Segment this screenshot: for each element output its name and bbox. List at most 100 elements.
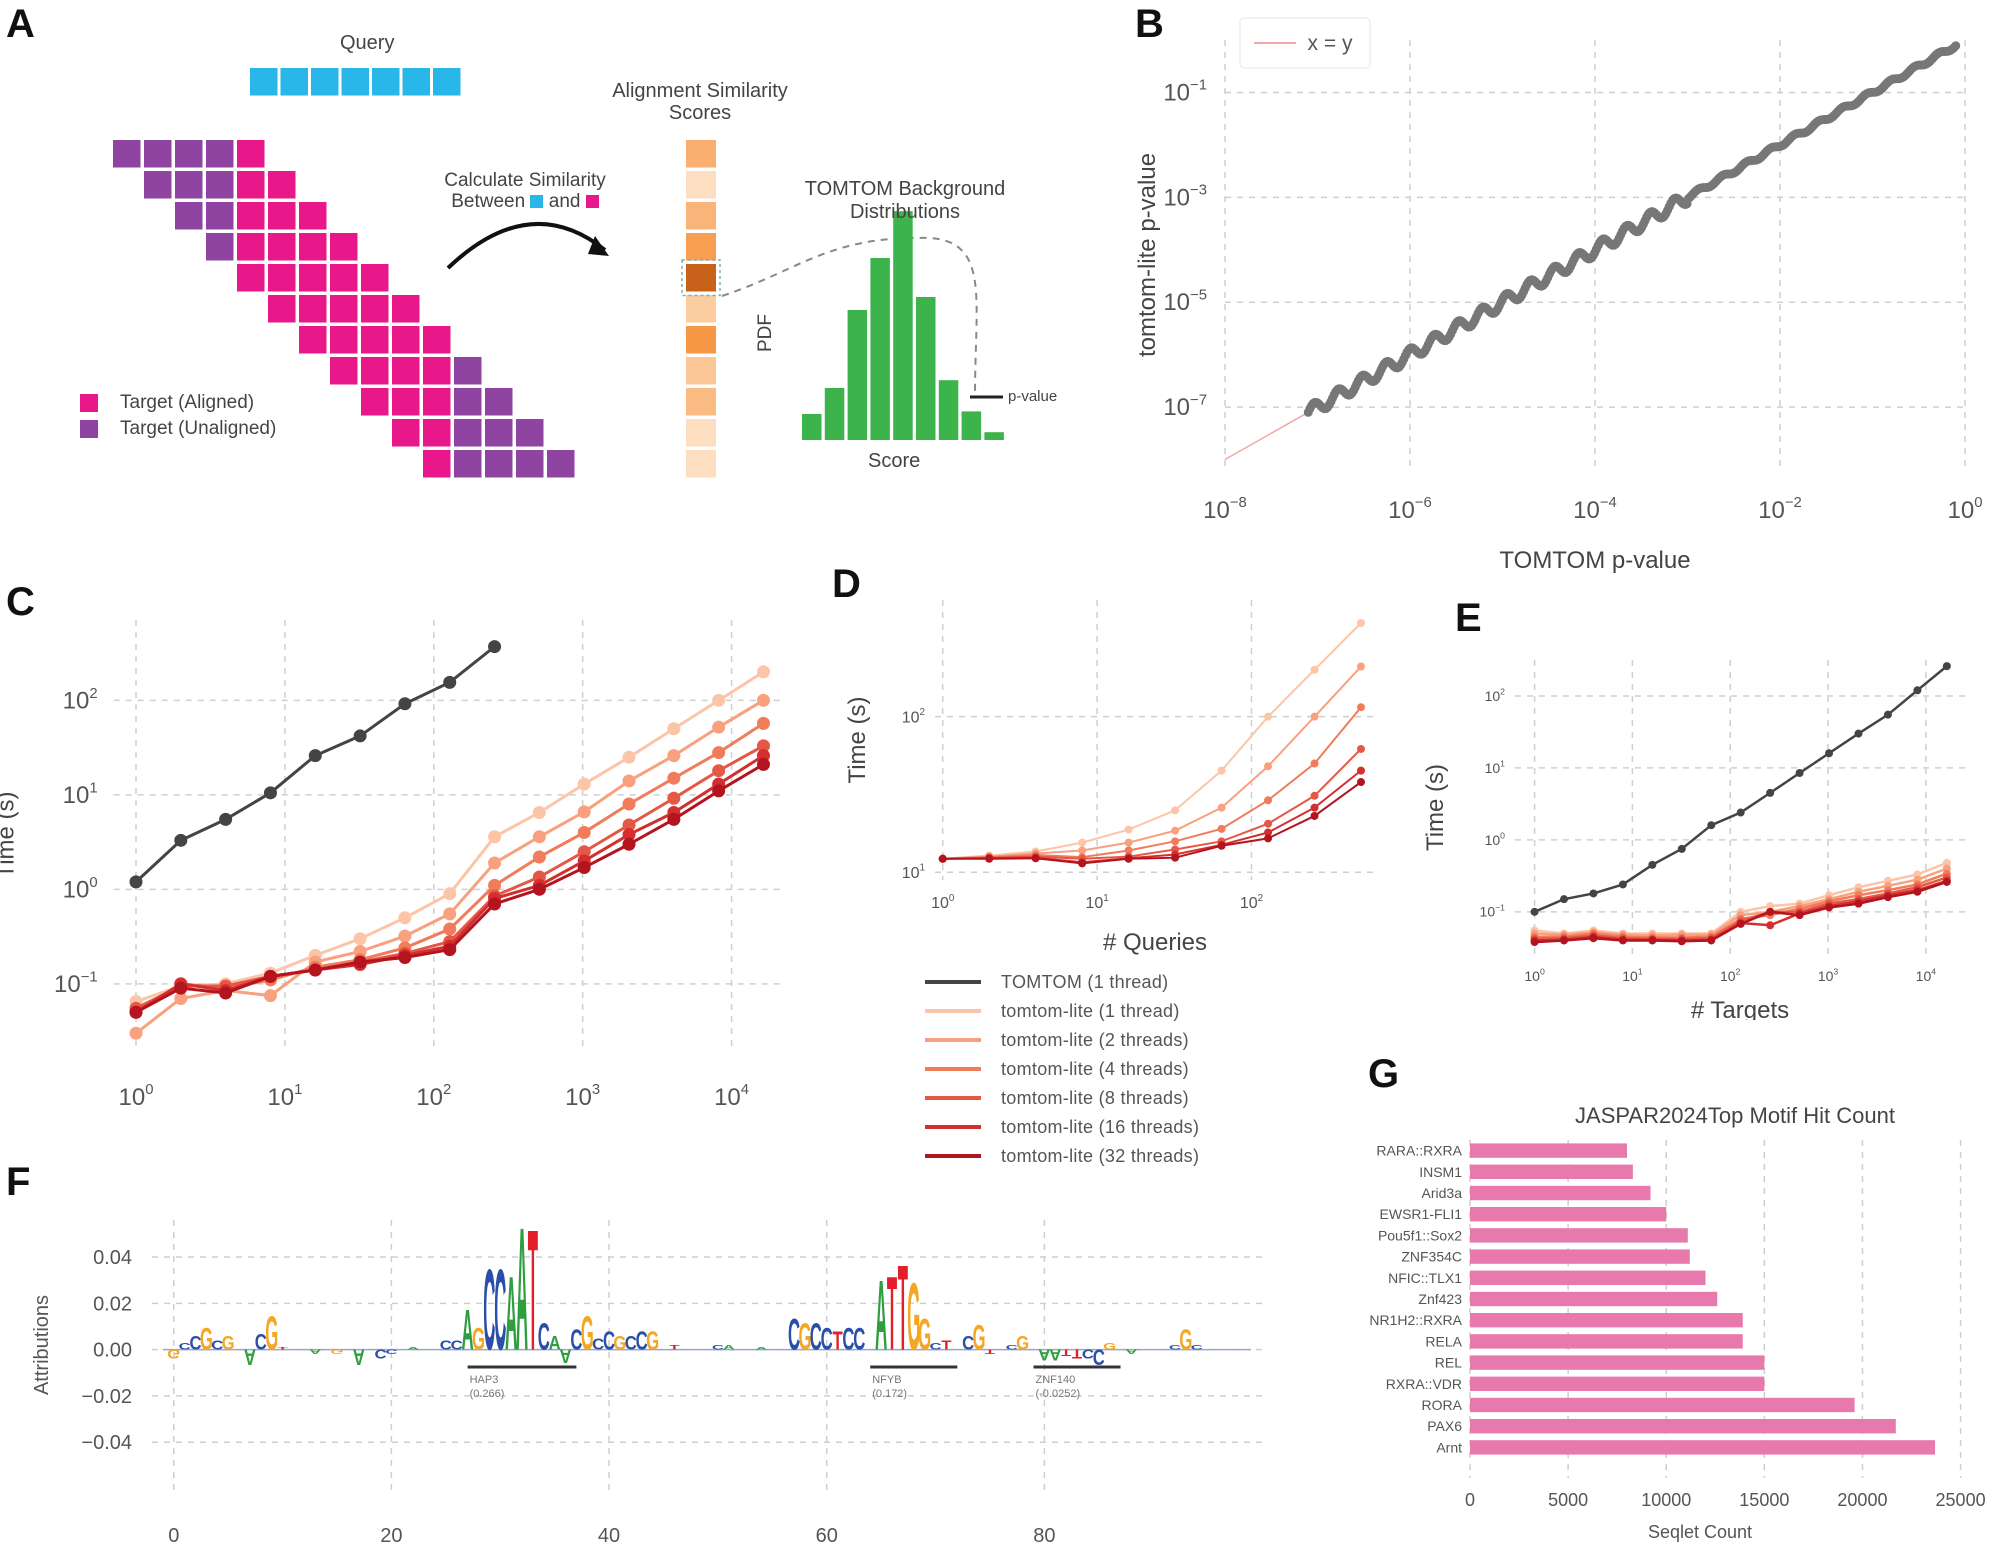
data-point-tomtom-lite-32-threads <box>1648 936 1657 945</box>
data-point-tomtom-1-thread <box>1825 749 1834 758</box>
bar-znf423 <box>1470 1291 1718 1307</box>
legend-swatch <box>925 980 981 984</box>
logo-letter-c: C <box>853 1322 865 1357</box>
logo-letter-g: G <box>907 1263 920 1370</box>
data-point-tomtom-1-thread <box>1913 686 1922 695</box>
logo-letter-c: C <box>179 1341 191 1352</box>
series-line-tomtom-lite-1-thread <box>942 622 1362 860</box>
logo-letter-c: C <box>603 1326 615 1356</box>
data-point-tomtom-lite-32-threads <box>1707 936 1716 945</box>
legend-swatch <box>925 1154 981 1158</box>
legend-item-unaligned: Target (Unaligned) <box>80 416 276 442</box>
x-tick-label: 10000 <box>1641 1490 1691 1510</box>
y-tick-label: 0.00 <box>93 1340 132 1362</box>
y-tick-label: 100 <box>1485 830 1506 847</box>
legend-label: tomtom-lite (8 threads) <box>1001 1087 1189 1108</box>
unaligned-swatch <box>80 420 98 438</box>
category-label: ZNF354C <box>1401 1249 1462 1265</box>
data-point-tomtom-lite-4-threads <box>488 878 502 892</box>
logo-letter-t: T <box>887 1255 897 1372</box>
logo-letter-a: A <box>1038 1346 1050 1364</box>
y-tick-label: 102 <box>902 707 926 726</box>
data-point-tomtom-1-thread <box>488 640 502 654</box>
bar-rel <box>1470 1355 1765 1370</box>
data-point-tomtom-lite-32-threads <box>532 882 546 896</box>
logo-letter-a: A <box>1049 1346 1061 1364</box>
query-label: Query <box>340 32 395 54</box>
alignment-score-cell <box>686 295 716 323</box>
logo-letter-t: T <box>941 1339 951 1353</box>
bar-rora <box>1470 1397 1855 1413</box>
x-tick-label: 101 <box>1622 967 1643 984</box>
motif-annotation-score: (-0.0252) <box>1035 1388 1080 1400</box>
category-label: RORA <box>1422 1397 1463 1413</box>
data-point-tomtom-lite-1-thread <box>353 932 367 946</box>
target-aligned-cell <box>237 202 265 230</box>
target-aligned-cell <box>299 202 327 230</box>
motif-annotation-score: (0.266) <box>470 1388 505 1400</box>
panel-label-b: B <box>1135 2 1164 46</box>
y-tick-label: −0.02 <box>81 1386 132 1408</box>
identity-line <box>1224 411 1309 461</box>
data-point-tomtom-lite-1-thread <box>1310 665 1319 674</box>
data-point-tomtom-lite-4-threads <box>756 716 770 730</box>
logo-letter-g: G <box>1179 1324 1192 1356</box>
logo-letter-a: A <box>875 1262 887 1372</box>
data-point-tomtom-lite-32-threads <box>1883 893 1892 902</box>
y-tick-label: 10−1 <box>1480 902 1506 919</box>
pdf-axis-label: PDF <box>755 314 776 352</box>
data-point-tomtom-1-thread <box>174 833 188 847</box>
logo-letter-t: T <box>898 1242 908 1376</box>
pvalue-scatter-chart: 10−8 10−6 10−4 10−2 100 10−1 10−3 10−5 10−7 TOMTO… <box>1134 17 1983 574</box>
pvalue-label: p-value <box>1008 388 1058 405</box>
series-line-tomtom-1-thread <box>1534 665 1948 913</box>
target-aligned-cell <box>423 357 451 385</box>
data-point-tomtom-lite-32-threads <box>1736 919 1745 928</box>
category-label: PAX6 <box>1427 1418 1462 1434</box>
target-aligned-cell <box>237 171 265 199</box>
target-aligned-cell <box>299 264 327 292</box>
data-point-tomtom-1-thread <box>1589 889 1598 898</box>
series-line-tomtom-lite-16-threads <box>942 769 1362 864</box>
alignment-scores-label: Alignment Similarity Scores <box>590 80 810 124</box>
x-tick-label: 100 <box>1948 495 1983 524</box>
legend-item: tomtom-lite (32 threads) <box>925 1142 1199 1170</box>
logo-letter-t: T <box>1072 1346 1082 1360</box>
calc-between-text: Between <box>451 191 526 212</box>
data-point-tomtom-lite-32-threads <box>1589 934 1598 943</box>
target-aligned-cell <box>330 295 358 323</box>
x-tick-label: 10−2 <box>1758 495 1802 524</box>
target-unaligned-cell <box>144 140 172 168</box>
legend-label: tomtom-lite (32 threads) <box>1001 1145 1200 1166</box>
data-point-tomtom-lite-4-threads <box>712 746 726 760</box>
data-point-tomtom-lite-1-thread <box>1217 766 1226 775</box>
logo-letter-c: C <box>211 1339 223 1353</box>
logo-letter-c: C <box>962 1333 974 1354</box>
logo-letter-a: A <box>559 1345 571 1366</box>
data-point-tomtom-lite-32-threads <box>443 943 457 957</box>
data-point-tomtom-lite-1-thread <box>1264 712 1273 721</box>
data-point-tomtom-lite-2-threads <box>174 991 188 1005</box>
data-point-tomtom-lite-16-threads <box>1310 803 1319 812</box>
target-aligned-cell <box>392 419 420 447</box>
category-label: INSM1 <box>1419 1164 1462 1180</box>
histogram-bar <box>870 258 890 440</box>
bar-ewsr1-fli1 <box>1470 1206 1667 1222</box>
chart-title: JASPAR2024Top Motif Hit Count <box>1575 1103 1895 1128</box>
data-point-tomtom-1-thread <box>1736 808 1745 817</box>
data-point-tomtom-lite-8-threads <box>577 845 591 859</box>
data-point-tomtom-1-thread <box>353 729 367 743</box>
score-axis-label: Score <box>868 450 921 472</box>
logo-letter-g: G <box>1103 1341 1116 1352</box>
y-axis-label: Time (s) <box>0 791 20 878</box>
histogram-bar <box>893 211 913 440</box>
x-tick-label: 60 <box>816 1525 838 1546</box>
data-point-tomtom-lite-1-thread <box>667 722 681 736</box>
x-tick-label: 103 <box>1818 967 1839 984</box>
logo-letter-c: C <box>842 1322 854 1357</box>
x-axis-label: TOMTOM p-value <box>1499 547 1690 574</box>
logo-letter-g: G <box>330 1348 343 1355</box>
category-label: EWSR1-FLI1 <box>1380 1206 1463 1222</box>
data-point-tomtom-lite-32-threads <box>1356 778 1365 787</box>
legend-swatch <box>925 1067 981 1071</box>
